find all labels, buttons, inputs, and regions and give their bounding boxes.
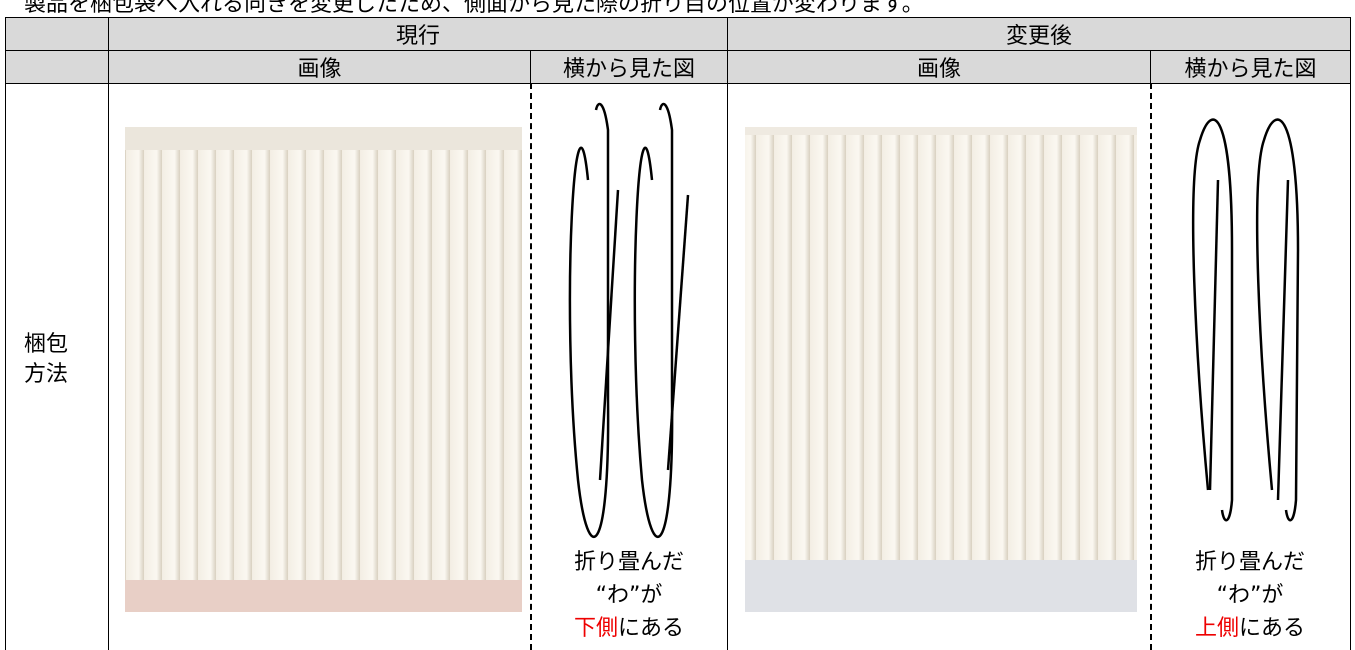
dashed-border bbox=[530, 83, 532, 650]
photo-current bbox=[125, 127, 522, 612]
sub-header: 横から見た図 bbox=[530, 50, 728, 84]
photo-changed bbox=[745, 127, 1137, 612]
caption-text: にある bbox=[1239, 616, 1306, 641]
row-label: 梱包 方法 bbox=[24, 330, 68, 390]
caption: 折り畳んだ “わ”が 下側にある bbox=[554, 546, 704, 645]
caption-line: “わ”が bbox=[595, 583, 663, 608]
caption: 折り畳んだ “わ”が 上側にある bbox=[1175, 546, 1325, 645]
sub-header: 画像 bbox=[727, 50, 1151, 84]
side-view-changed bbox=[1191, 118, 1300, 522]
dashed-border bbox=[1150, 83, 1152, 650]
border bbox=[1350, 17, 1351, 650]
caption-line: “わ”が bbox=[1216, 583, 1284, 608]
row-label-line: 方法 bbox=[24, 362, 69, 387]
caption-line: 折り畳んだ bbox=[1194, 550, 1305, 575]
row-label-line: 梱包 bbox=[24, 332, 69, 357]
caption-line: 上側にある bbox=[1175, 612, 1325, 645]
caption-text: にある bbox=[618, 616, 685, 641]
caption-line: 下側にある bbox=[554, 612, 704, 645]
header-note: 製品を梱包袋へ入れる向きを変更したため、側面から見た際の折り目の位置が変わります… bbox=[24, 0, 924, 17]
border bbox=[108, 17, 109, 650]
sub-header: 画像 bbox=[108, 50, 531, 84]
group-header: 現行 bbox=[108, 17, 728, 51]
caption-highlight: 下側 bbox=[573, 616, 618, 641]
border bbox=[727, 17, 728, 650]
border bbox=[5, 17, 6, 650]
side-view-current bbox=[568, 102, 690, 539]
caption-highlight: 上側 bbox=[1194, 616, 1239, 641]
caption-line: 折り畳んだ bbox=[573, 550, 684, 575]
